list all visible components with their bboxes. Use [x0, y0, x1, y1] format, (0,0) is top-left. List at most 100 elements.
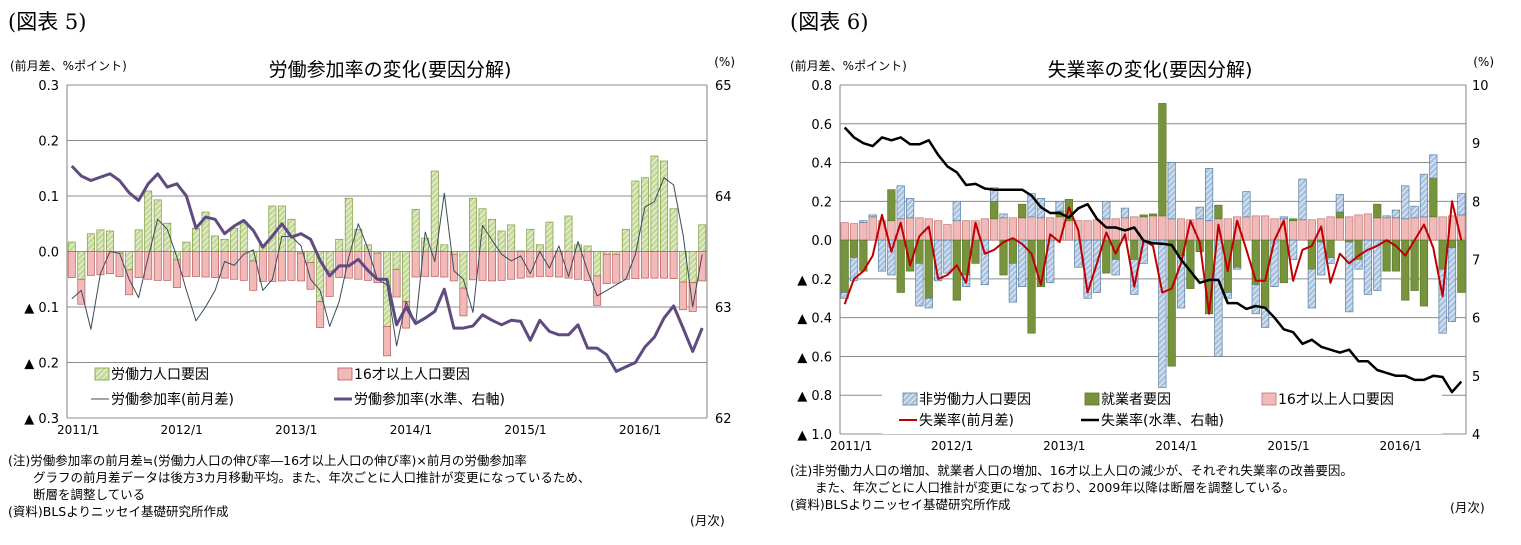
y-tick-label: ▲ 0.1	[24, 301, 59, 316]
bar-1	[1457, 193, 1466, 216]
bar-2	[574, 251, 582, 280]
bar-3	[1036, 217, 1045, 241]
bar-2	[354, 251, 363, 280]
x-tick-label: 2013/1	[275, 423, 317, 437]
x-tick-label: 2011/1	[57, 423, 99, 437]
bar-1	[905, 198, 915, 219]
bar-1	[1111, 259, 1120, 276]
bar-3	[1204, 220, 1214, 241]
bar-1	[526, 228, 535, 252]
bar-3	[1354, 214, 1363, 241]
bar-2	[488, 251, 497, 282]
bar-2	[469, 251, 477, 281]
bar-3	[1027, 216, 1036, 241]
x-tick-label: 2016/1	[1379, 439, 1421, 453]
bar-2	[849, 239, 859, 258]
bar-3	[859, 222, 868, 241]
bar-2	[1429, 177, 1438, 218]
bar-2	[1214, 204, 1223, 220]
bar-1	[211, 235, 220, 252]
x-tick-label: 2015/1	[504, 423, 546, 437]
bar-3	[1083, 220, 1092, 241]
bar-2	[887, 189, 896, 222]
bar-2	[1204, 239, 1214, 315]
bar-2	[96, 251, 105, 276]
bar-2	[67, 251, 76, 278]
y-tick-label: ▲ 0.6	[797, 350, 832, 365]
bar-2	[999, 239, 1008, 276]
legend-swatch	[1084, 392, 1100, 406]
bar-1	[86, 233, 95, 252]
figure-label-5: (図表 5)	[8, 10, 87, 34]
series-line-4	[843, 200, 1463, 315]
bar-2	[497, 251, 506, 281]
bar-1	[1335, 194, 1344, 213]
bar-1	[1158, 239, 1167, 388]
bar-1	[239, 221, 248, 252]
y-tick-label: 0.3	[38, 79, 59, 94]
bar-1	[1279, 216, 1288, 220]
bar-3	[990, 218, 999, 241]
bar-2	[1027, 239, 1036, 334]
bar-2	[1279, 239, 1288, 284]
bar-2	[669, 251, 678, 280]
bar-2	[459, 287, 468, 317]
legend-label: 労働参加率(前月差)	[111, 391, 234, 408]
y-tick-label: ▲ 1.0	[797, 428, 832, 443]
legend-label: 16才以上人口要因	[1278, 392, 1394, 408]
bar-3	[1363, 213, 1372, 241]
series-line-4	[70, 164, 704, 373]
y-tick-label: ▲ 0.8	[797, 389, 832, 404]
bar-2	[602, 253, 611, 285]
bar-2	[86, 251, 95, 276]
bar-3	[952, 220, 961, 241]
bar-2	[990, 200, 999, 220]
bar-2	[688, 282, 697, 312]
bar-1	[924, 297, 933, 309]
bar-3	[1167, 218, 1176, 241]
bar-1	[402, 251, 411, 302]
bar-2	[430, 251, 439, 277]
bar-2	[640, 251, 649, 279]
bar-1	[440, 244, 449, 252]
bar-3	[1289, 220, 1298, 241]
bar-2	[411, 251, 420, 278]
y-tick-label: 0.8	[811, 79, 832, 94]
bar-1	[999, 213, 1008, 219]
bar-1	[621, 228, 630, 252]
legend-label: 労働力人口要因	[111, 367, 209, 383]
bar-3	[962, 220, 971, 241]
bar-2	[115, 252, 124, 277]
bar-2	[1382, 239, 1391, 272]
bar-1	[1204, 168, 1214, 222]
bar-2	[277, 251, 286, 282]
bar-3	[1298, 219, 1307, 241]
bar-1	[535, 244, 544, 252]
bar-3	[868, 216, 877, 241]
bar-2	[1391, 239, 1401, 272]
bar-2	[153, 251, 162, 281]
bar-1	[698, 224, 707, 252]
unemployment-chart: 失業率の変化(要因分解) (前月差、%ポイント) (%) 0.8 0.6 0.4 0.2 0.…	[790, 55, 1494, 453]
bar-3	[1373, 217, 1382, 241]
bar-1	[1046, 239, 1055, 284]
y-tick-label: 0.0	[38, 246, 59, 261]
legend-swatch	[337, 367, 353, 381]
x-unit-5: (月次)	[690, 513, 725, 528]
legend-swatch	[1261, 392, 1277, 406]
bar-3	[1223, 218, 1232, 241]
bar-2	[1457, 239, 1466, 293]
bar-3	[1251, 215, 1260, 241]
legend-label: 就業者要因	[1101, 392, 1171, 408]
bar-2	[1158, 103, 1167, 217]
bar-2	[1335, 211, 1344, 219]
bar-2	[172, 259, 181, 288]
bar-1	[980, 239, 989, 286]
bar-2	[1419, 239, 1429, 307]
legend-label: 非労働力人口要因	[919, 392, 1031, 408]
bar-1	[1345, 241, 1354, 313]
x-tick-label: 2012/1	[161, 423, 203, 437]
bar-2	[134, 251, 143, 278]
bar-1	[877, 239, 887, 272]
bar-3	[1307, 219, 1316, 241]
